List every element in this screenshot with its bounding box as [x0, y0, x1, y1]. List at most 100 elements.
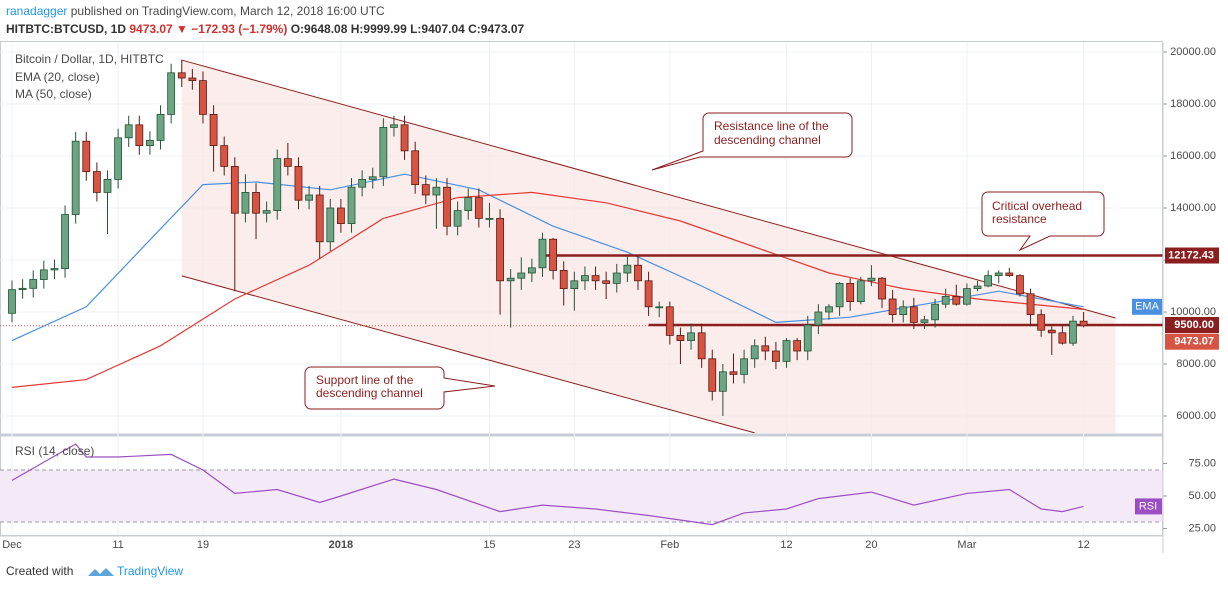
candle-body	[294, 166, 303, 201]
candle-body	[1047, 329, 1056, 334]
annotation-line: descending channel	[714, 133, 821, 147]
candle-body	[432, 186, 441, 196]
symbol: HITBTC:BTCUSD, 1D	[6, 22, 126, 36]
candle-body	[167, 72, 176, 115]
candle-body	[50, 268, 59, 271]
candle-body	[920, 319, 929, 323]
y-tick-label: 16000.00	[1170, 150, 1216, 162]
candle-body	[538, 238, 547, 269]
callout	[651, 112, 853, 171]
candle-body	[655, 306, 664, 309]
footer-text: Created with	[6, 564, 73, 578]
candle-body	[135, 124, 144, 147]
candle-body	[644, 280, 653, 308]
candle-body	[570, 280, 579, 290]
candle-body	[941, 296, 950, 305]
candle-body	[283, 158, 292, 167]
x-tick-label: Mar	[957, 539, 976, 551]
candle-body	[29, 279, 38, 289]
y-tick-label: 25.00	[1188, 522, 1216, 534]
candle-body	[623, 264, 632, 274]
change: 9473.07 ▼ −172.93 (−1.79%)	[129, 22, 287, 36]
indicator-tag-label: EMA	[1135, 301, 1160, 313]
candle-body	[156, 114, 165, 141]
candle-body	[82, 140, 91, 173]
candle-body	[199, 80, 207, 115]
candle-body	[612, 272, 621, 284]
x-tick-label: 20	[865, 539, 877, 551]
y-tick-label: 75.00	[1188, 457, 1216, 469]
candle-body	[453, 210, 462, 227]
callout	[304, 366, 496, 410]
candle-body	[315, 194, 324, 243]
x-tick-label: Dec	[2, 539, 22, 551]
candle-body	[124, 124, 133, 139]
indicator-tag	[1135, 498, 1162, 515]
y-tick-label: 18000.00	[1170, 98, 1216, 110]
candle-body	[230, 166, 239, 214]
candle-body	[358, 179, 367, 188]
candle-body	[729, 371, 738, 375]
candle-body	[931, 303, 939, 321]
y-tick-label: 14000.00	[1170, 202, 1216, 214]
candle-body	[71, 140, 80, 215]
indicator-line	[11, 173, 1084, 342]
candle-body	[103, 179, 112, 193]
candle-body	[814, 311, 823, 326]
candle-body	[474, 197, 483, 219]
candle-body	[899, 306, 908, 316]
candle-body	[591, 275, 600, 282]
candle-body	[347, 186, 356, 225]
axes: 6000.008000.0010000.0012000.0014000.0016…	[0, 42, 1219, 553]
candle-body	[18, 287, 27, 291]
candle-body	[825, 306, 833, 313]
candle-body	[803, 324, 812, 352]
candle-body	[146, 140, 154, 147]
ohlc: O:9648.08 H:9999.99 L:9407.04 C:9473.07	[291, 22, 525, 36]
candle-body	[337, 207, 345, 225]
candle-body	[379, 127, 388, 178]
legend-title: Bitcoin / Dollar, 1D, HITBTC	[15, 52, 164, 66]
candle-body	[443, 186, 451, 227]
x-tick-label: 12	[780, 539, 792, 551]
price-tag-label: 9500.00	[1174, 319, 1214, 331]
logo	[88, 568, 114, 576]
candle-body	[209, 114, 218, 147]
legend-entry: MA (50, close)	[15, 87, 92, 101]
candle-body	[888, 298, 897, 316]
candle-body	[411, 150, 420, 186]
support-trendline	[181, 275, 755, 433]
footer-brand[interactable]: TradingView	[117, 564, 183, 578]
candle-body	[188, 77, 197, 82]
candle-body	[390, 124, 398, 128]
candle-body	[750, 345, 759, 360]
indicator-tag-label: RSI	[1139, 500, 1157, 512]
candle-body	[1058, 332, 1067, 344]
rsi-pane	[0, 443, 1163, 526]
candle-body	[39, 269, 48, 280]
candle-body	[1005, 272, 1014, 277]
legend-entry: RSI (14, close)	[15, 444, 94, 458]
candle-body	[1016, 275, 1024, 295]
candle-body	[878, 277, 886, 300]
annotation-line: Critical overhead	[992, 199, 1082, 213]
candle-body	[1079, 320, 1088, 327]
candle-body	[464, 197, 473, 212]
candle-body	[740, 358, 748, 375]
x-tick-label: 19	[197, 539, 209, 551]
candle-body	[782, 340, 791, 362]
x-tick-label: 23	[568, 539, 580, 551]
candle-body	[559, 270, 568, 290]
candle-body	[718, 371, 727, 392]
annotation-line: resistance	[992, 212, 1047, 226]
rsi-line	[11, 443, 1084, 526]
annotations: Resistance line of the descending channe…	[304, 112, 1105, 410]
candle-body	[506, 277, 515, 282]
candle-body	[581, 275, 589, 282]
candle-body	[177, 72, 186, 79]
candle-body	[665, 306, 674, 336]
candle-body	[421, 184, 430, 196]
candle-body	[856, 280, 865, 303]
